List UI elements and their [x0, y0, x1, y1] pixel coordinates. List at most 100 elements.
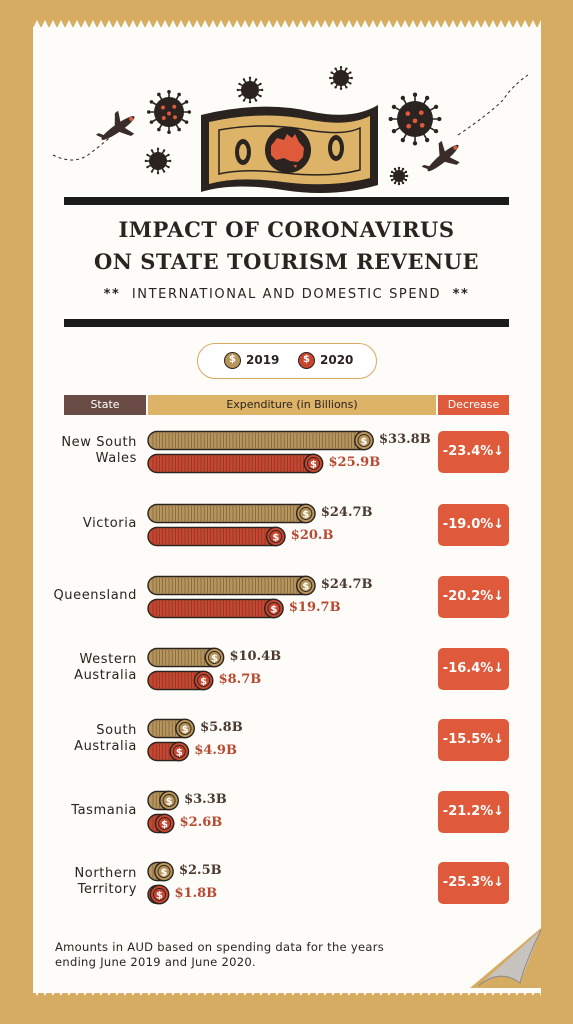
- value-label-2019: $3.3B: [184, 792, 227, 807]
- decrease-value: -20.2%: [442, 589, 494, 604]
- subtitle-text: INTERNATIONAL AND DOMESTIC SPEND: [131, 287, 442, 302]
- coin-bar-2020: $: [147, 813, 175, 834]
- header-illustration: [52, 66, 529, 194]
- decrease-badge: -20.2%↓: [438, 576, 509, 618]
- virus-icon: [389, 166, 409, 186]
- coin-symbol: $: [270, 605, 277, 616]
- legend-coin-2020-icon: $: [298, 352, 315, 369]
- coin-symbol: $: [211, 654, 218, 665]
- down-arrow-icon: ↓: [493, 804, 505, 819]
- ticket-bottom-edge: [33, 988, 541, 996]
- value-label-2020: $19.7B: [288, 600, 341, 615]
- flight-path-right: [457, 74, 529, 136]
- coin-face-icon: [204, 647, 225, 668]
- coin-stack-body: [147, 453, 323, 474]
- decrease-value: -19.0%: [442, 517, 494, 532]
- state-label-line: Territory: [77, 882, 137, 897]
- coin-face-icon: [354, 430, 374, 451]
- state-label-line: Tasmania: [71, 803, 137, 818]
- expenditure-column-header: Expenditure (in Billions): [148, 395, 436, 415]
- coin-face-icon: [159, 790, 179, 811]
- coin-symbol: $: [166, 797, 173, 808]
- value-label-2020: $8.7B: [218, 672, 262, 687]
- down-arrow-icon: ↓: [493, 444, 505, 459]
- coin-face-icon: [295, 575, 316, 596]
- coin-face-icon: [265, 526, 286, 547]
- value-label-2019: $24.7B: [320, 577, 373, 592]
- value-label-2020: $1.8B: [174, 886, 218, 901]
- decrease-badge: -23.4%↓: [438, 431, 509, 473]
- page-subtitle: ** INTERNATIONAL AND DOMESTIC SPEND **: [64, 287, 509, 302]
- state-label: Queensland: [40, 588, 137, 604]
- coin-symbol: $: [176, 748, 183, 759]
- state-label-line: Queensland: [53, 588, 137, 603]
- decrease-value: -15.5%: [442, 732, 494, 747]
- down-arrow-icon: ↓: [493, 517, 505, 532]
- subtitle-marks-left: **: [103, 287, 121, 302]
- virus-icon: [146, 89, 192, 135]
- value-label-2019: $2.5B: [178, 863, 222, 878]
- value-label-2019: $10.4B: [229, 649, 282, 664]
- plane-right-icon: [421, 140, 460, 172]
- state-column-header: State: [64, 395, 146, 415]
- decrease-column-header: Decrease: [438, 395, 509, 415]
- coin-bar-2020: $: [147, 884, 170, 905]
- coin-face-icon: [295, 503, 316, 524]
- page-curl-icon: [470, 928, 542, 988]
- value-label-2019: $33.8B: [379, 432, 431, 447]
- value-label-2020: $4.9B: [194, 743, 237, 758]
- state-label-line: Wales: [95, 451, 137, 466]
- coin-symbol: $: [272, 533, 279, 544]
- value-label-2020: $2.6B: [179, 815, 223, 830]
- state-label: Western Australia: [40, 652, 137, 684]
- coin-face-icon: [169, 741, 190, 762]
- value-label-2019: $5.8B: [200, 720, 243, 735]
- footnote: Amounts in AUD based on spending data fo…: [55, 940, 385, 969]
- down-arrow-icon: ↓: [493, 661, 505, 676]
- decrease-badge: -16.4%↓: [438, 648, 509, 690]
- state-label: Tasmania: [40, 803, 137, 819]
- state-label-line: Australia: [74, 739, 137, 754]
- coin-face-icon: [154, 813, 175, 834]
- coin-face-icon: [303, 453, 324, 474]
- coin-bar-2020: $: [147, 453, 324, 474]
- coin-face-icon: [175, 718, 195, 739]
- decrease-value: -25.3%: [442, 875, 494, 890]
- coin-bar-2019: $: [147, 503, 316, 524]
- value-label-2020: $25.9B: [328, 455, 381, 470]
- page-title-line2: ON STATE TOURISM REVENUE: [93, 249, 480, 274]
- state-label-line: Victoria: [82, 516, 137, 531]
- coin-symbol: $: [156, 891, 163, 902]
- decrease-badge: -15.5%↓: [438, 719, 509, 761]
- virus-icon: [144, 147, 172, 175]
- decrease-badge: -21.2%↓: [438, 791, 509, 833]
- decrease-value: -16.4%: [442, 661, 494, 676]
- subtitle-marks-right: **: [452, 287, 470, 302]
- coin-bar-2020: $: [147, 598, 284, 619]
- coin-face-icon: [154, 861, 174, 882]
- legend-label-2020: 2020: [320, 353, 354, 367]
- virus-icon: [388, 92, 442, 146]
- state-label-line: South: [96, 723, 137, 738]
- coin-symbol: $: [161, 820, 168, 831]
- state-label-line: New South: [61, 435, 137, 450]
- coin-symbol: $: [361, 437, 368, 448]
- virus-icon: [236, 76, 264, 104]
- coin-stack-body: [147, 575, 315, 596]
- coin-symbol: $: [200, 677, 207, 688]
- coin-bar-2019: $: [147, 430, 374, 451]
- coin-bar-2020: $: [147, 526, 286, 547]
- coin-symbol: $: [310, 460, 317, 471]
- coin-face-icon: [263, 598, 284, 619]
- coin-face-icon: [149, 884, 170, 905]
- virus-icon: [329, 66, 353, 90]
- coin-bar-2019: $: [147, 790, 179, 811]
- coin-symbol: $: [160, 868, 167, 879]
- coin-stack-body: [147, 503, 315, 524]
- page-title-line1: IMPACT OF CORONAVIRUS: [118, 217, 455, 242]
- coin-symbol: $: [302, 510, 309, 521]
- ticket-top-edge: [33, 20, 541, 28]
- state-label: Victoria: [40, 516, 137, 532]
- state-label: South Australia: [40, 723, 137, 755]
- australia-map-icon: [271, 134, 304, 162]
